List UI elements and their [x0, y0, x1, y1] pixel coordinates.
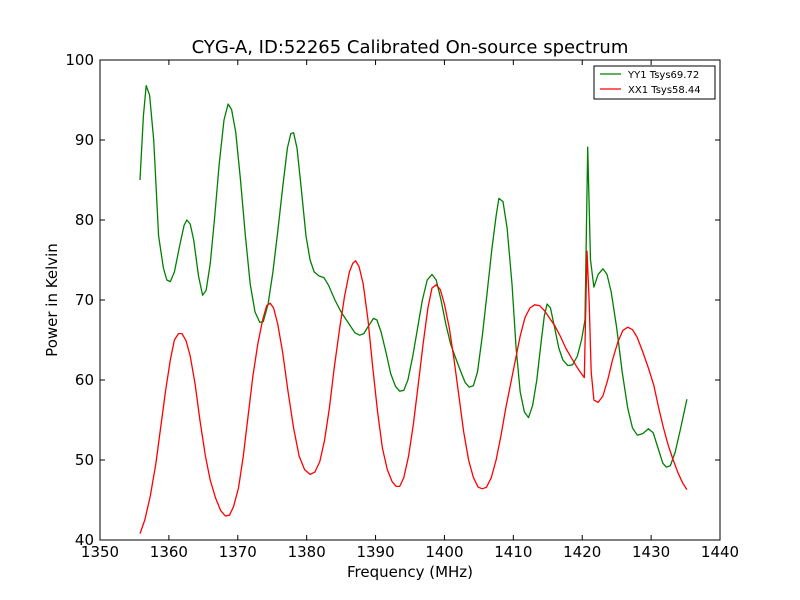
plot-frame: [99, 59, 721, 541]
legend: YY1 Tsys69.72 XX1 Tsys58.44: [593, 65, 716, 100]
x-tick-label: 1440: [701, 543, 739, 561]
plot-area: [100, 60, 720, 540]
series-layer: [139, 84, 688, 534]
series-line-xx1: [139, 250, 688, 534]
y-tick-label: 40: [75, 531, 94, 549]
y-axis-label: Power in Kelvin: [43, 243, 61, 357]
x-tick-label: 1350: [81, 543, 119, 561]
legend-label-xx1: XX1 Tsys58.44: [628, 85, 701, 96]
y-tick-label: 70: [75, 291, 94, 309]
chart-title: CYG-A, ID:52265 Calibrated On-source spe…: [192, 37, 629, 58]
legend-label-yy1: YY1 Tsys69.72: [627, 70, 699, 81]
ticks-layer: 1350 1360 1370 1380 1390 1400 1410 1420 1430 1440…: [65, 51, 739, 561]
x-axis-label: Frequency (MHz): [347, 563, 473, 581]
legend-box: [593, 65, 716, 100]
x-tick-label: 1380: [288, 543, 326, 561]
x-tick-label: 1430: [632, 543, 670, 561]
x-tick-label: 1390: [356, 543, 394, 561]
x-tick-label: 1420: [563, 543, 601, 561]
y-tick-label: 50: [75, 451, 94, 469]
x-tick-label: 1370: [219, 543, 257, 561]
x-tick-label: 1360: [150, 543, 188, 561]
x-tick-label: 1410: [494, 543, 532, 561]
y-tick-label: 100: [65, 51, 94, 69]
y-tick-label: 60: [75, 371, 94, 389]
series-line-yy1: [139, 84, 688, 468]
y-tick-label: 80: [75, 211, 94, 229]
y-tick-label: 90: [75, 131, 94, 149]
x-tick-label: 1400: [425, 543, 463, 561]
